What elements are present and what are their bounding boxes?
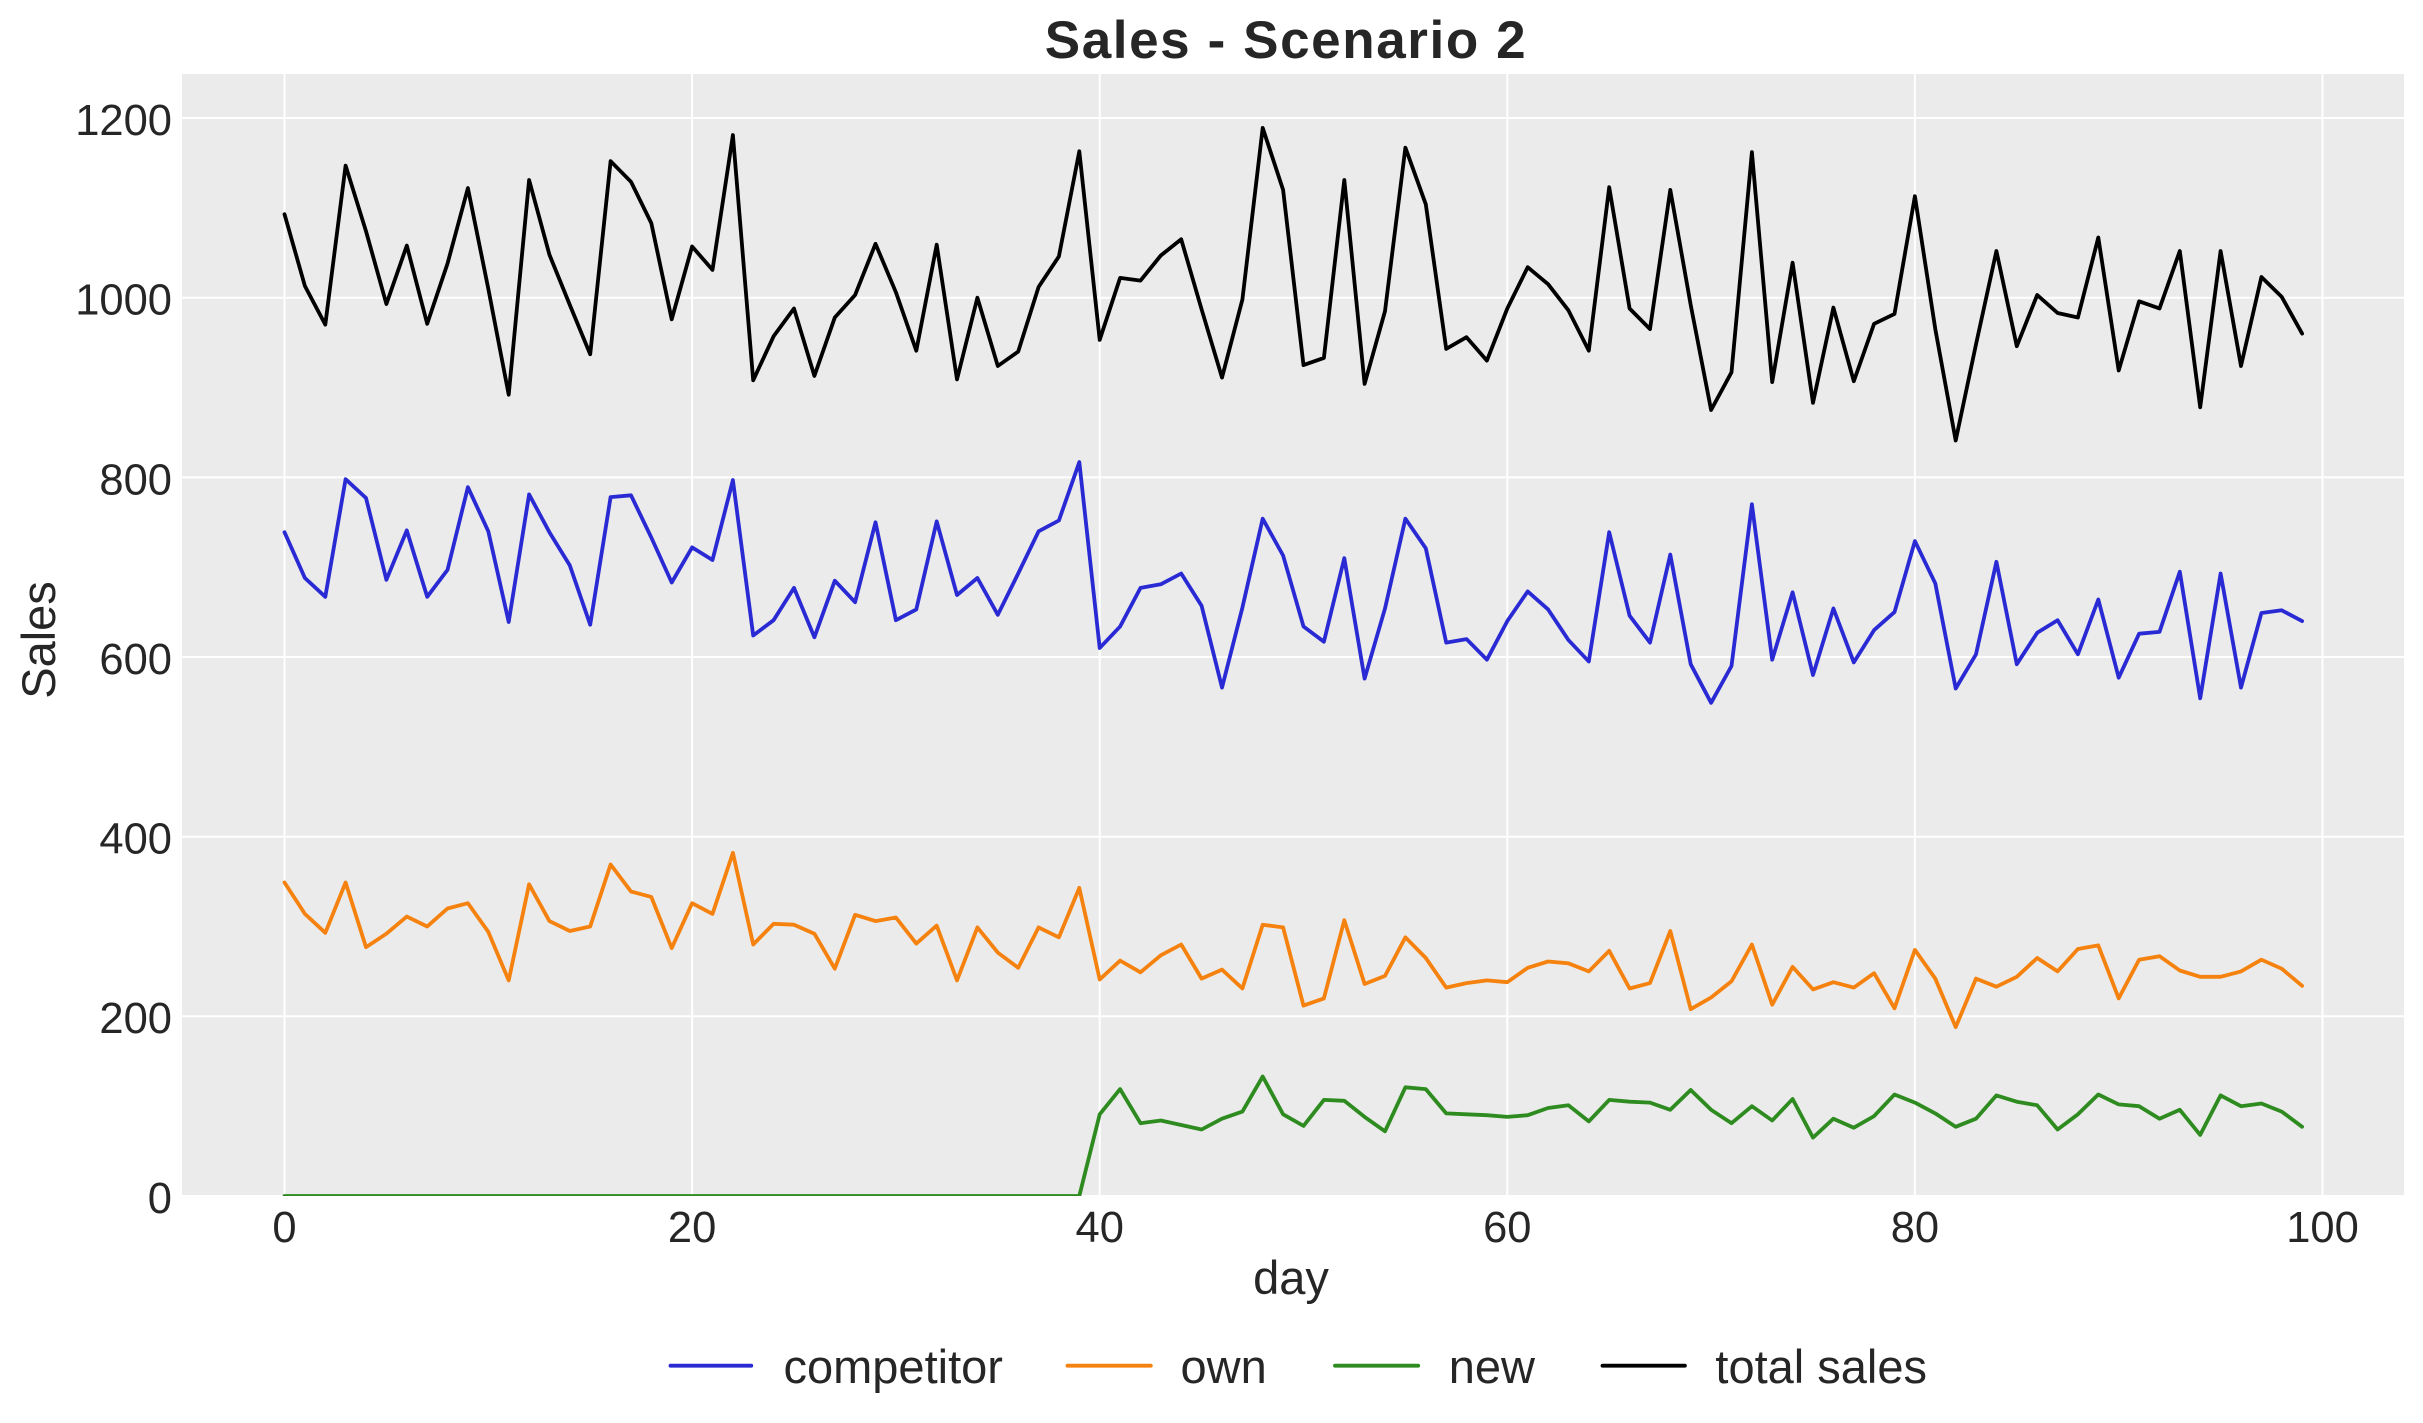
svg-text:80: 80	[1891, 1204, 1939, 1252]
svg-text:40: 40	[1076, 1204, 1124, 1252]
svg-text:100: 100	[2286, 1204, 2359, 1252]
svg-text:0: 0	[272, 1204, 296, 1252]
svg-text:1200: 1200	[75, 97, 172, 145]
svg-text:total sales: total sales	[1715, 1340, 1927, 1393]
svg-text:own: own	[1181, 1340, 1267, 1393]
svg-text:400: 400	[99, 816, 172, 864]
svg-text:competitor: competitor	[784, 1340, 1003, 1393]
svg-text:60: 60	[1483, 1204, 1531, 1252]
svg-text:600: 600	[99, 636, 172, 684]
svg-text:1000: 1000	[75, 277, 172, 325]
svg-text:new: new	[1449, 1340, 1536, 1393]
svg-text:Sales: Sales	[12, 581, 65, 699]
svg-text:day: day	[1253, 1251, 1329, 1304]
svg-text:20: 20	[668, 1204, 716, 1252]
svg-text:200: 200	[99, 995, 172, 1043]
svg-text:800: 800	[99, 456, 172, 504]
svg-text:0: 0	[148, 1175, 172, 1223]
svg-text:Sales - Scenario 2: Sales - Scenario 2	[1045, 11, 1527, 70]
